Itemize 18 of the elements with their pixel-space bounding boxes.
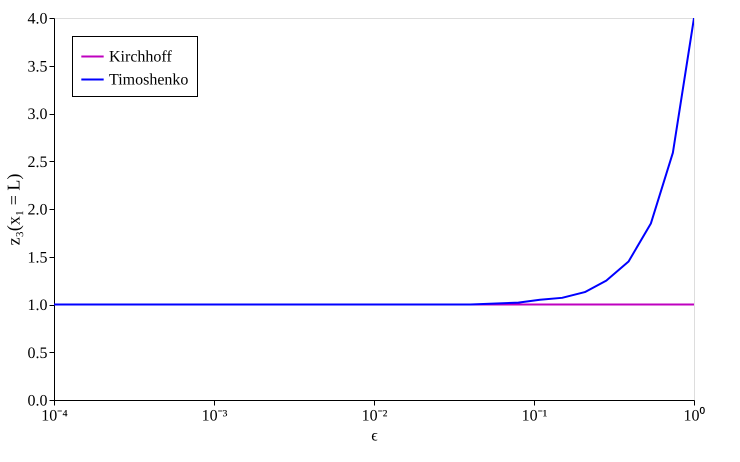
legend-label: Timoshenko xyxy=(109,72,188,88)
y-axis-title: z₃(x₁ = L) xyxy=(4,174,24,246)
legend-label: Kirchhoff xyxy=(109,48,172,66)
y-tick-label: 3.0 xyxy=(28,106,48,123)
x-tick-label: 10⁻⁴ xyxy=(41,408,68,424)
x-tick-label: 10⁰ xyxy=(684,406,706,424)
y-tick-label: 0.5 xyxy=(28,344,48,362)
y-tick-label: 2.5 xyxy=(28,154,48,171)
x-tick-label: 10⁻³ xyxy=(202,408,228,424)
y-tick-label: 0.0 xyxy=(28,392,48,410)
y-tick-label: 4.0 xyxy=(28,10,48,28)
y-tick-label: 1.0 xyxy=(28,297,48,314)
x-tick-label: 10⁻² xyxy=(362,408,388,424)
y-tick-label: 3.5 xyxy=(28,58,48,76)
y-tick-label: 1.5 xyxy=(28,249,48,266)
x-tick-label: 10⁻¹ xyxy=(522,408,548,424)
y-tick-label: 2.0 xyxy=(28,202,48,218)
x-axis-title: ϵ xyxy=(371,428,378,444)
